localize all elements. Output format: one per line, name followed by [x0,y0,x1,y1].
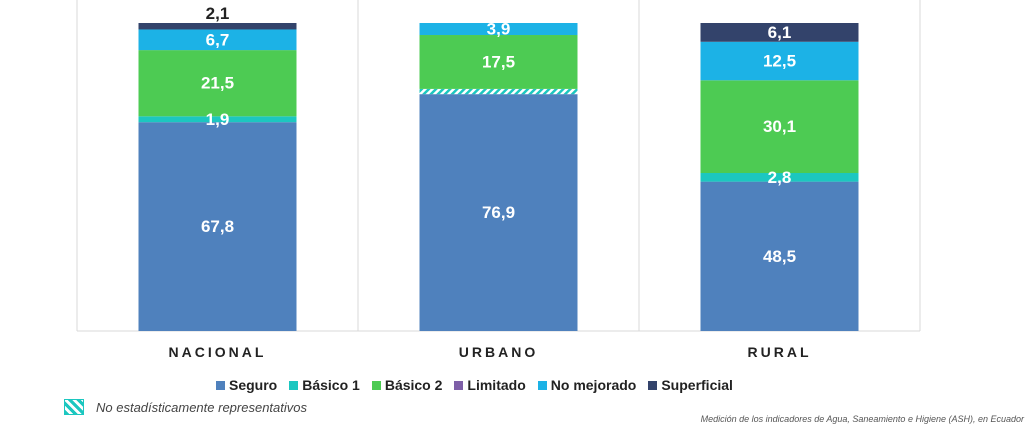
bar-segment-nacional-b-sico-1 [138,116,297,123]
bar-segment-nacional-superficial [138,23,297,30]
bar-segment-rural-superficial [700,23,859,42]
legend-swatch [454,380,464,390]
legend-item-b-sico-2: Básico 2 [371,377,443,393]
source-note: Medición de los indicadores de Agua, San… [700,414,1024,424]
category-label-nacional: NACIONAL [169,344,267,360]
bar-segment-nacional-no-mejorado [138,29,297,51]
legend-label: No mejorado [550,377,637,393]
bar-segment-urbano-b-sico-1 [419,88,578,95]
legend-swatch [216,380,225,390]
legend-swatch [371,380,381,390]
data-label-urbano-no-mejorado: 3,9 [487,20,511,39]
data-label-nacional-b-sico-1: 1,9 [206,110,230,129]
legend: Seguro Básico 1 Básico 2 Limitado No mejorad… [216,375,733,395]
data-label-nacional-no-mejorado: 6,7 [206,30,230,49]
legend-label: Básico 1 [302,377,360,393]
legend-item-seguro: Seguro [216,377,277,393]
legend-item-no-mejorado: No mejorado [537,377,637,393]
legend-swatch [537,380,547,390]
legend-swatch [289,380,299,390]
footnote-text: No estadísticamente representativos [96,399,307,415]
bar-segment-rural-b-sico-2 [700,80,859,173]
data-label-nacional-b-sico-2: 21,5 [201,74,234,93]
legend-label: Superficial [661,377,733,393]
segment-labels: 67,8 1,9 21,5 6,7 2,1 76,9 17,5 3,9 48,5 2,8 30,1 1… [201,4,796,266]
bar-segment-rural-b-sico-1 [700,172,859,182]
bar-segment-rural-seguro [700,181,859,331]
bar-segments [138,23,859,332]
category-label-rural: RURAL [748,344,812,360]
not-representative-swatch [64,399,84,415]
legend-label: Limitado [467,377,526,393]
category-labels: NACIONAL URBANO RURAL [169,344,812,360]
legend-item-b-sico-1: Básico 1 [289,377,360,393]
category-label-urbano: URBANO [459,344,538,360]
legend-label: Básico 2 [384,377,443,393]
bar-segment-urbano-seguro [419,94,578,331]
bar-segment-rural-no-mejorado [700,41,859,81]
legend-item-superficial: Superficial [648,377,733,393]
bar-segment-nacional-seguro [138,122,297,332]
legend-label: Seguro [229,377,278,393]
bar-segment-nacional-b-sico-2 [138,50,297,117]
data-label-rural-no-mejorado: 12,5 [763,52,796,71]
data-label-rural-seguro: 48,5 [763,247,796,266]
data-label-rural-superficial: 6,1 [768,23,792,42]
data-label-rural-b-sico-1: 2,8 [768,168,792,187]
legend-swatch [648,380,658,390]
data-label-nacional-superficial: 2,1 [206,4,230,23]
data-label-urbano-seguro: 76,9 [482,203,515,222]
data-label-urbano-b-sico-2: 17,5 [482,52,515,71]
footnote: No estadísticamente representativos [64,396,307,418]
legend-item-limitado: Limitado [454,377,526,393]
chart-plot-area: 67,8 1,9 21,5 6,7 2,1 76,9 17,5 3,9 48,5 2,8 30,1 1… [76,0,921,360]
bar-segment-urbano-b-sico-2 [419,35,578,89]
data-label-nacional-seguro: 67,8 [201,217,234,236]
data-label-rural-b-sico-2: 30,1 [763,117,796,136]
bar-segment-urbano-no-mejorado [419,23,578,36]
